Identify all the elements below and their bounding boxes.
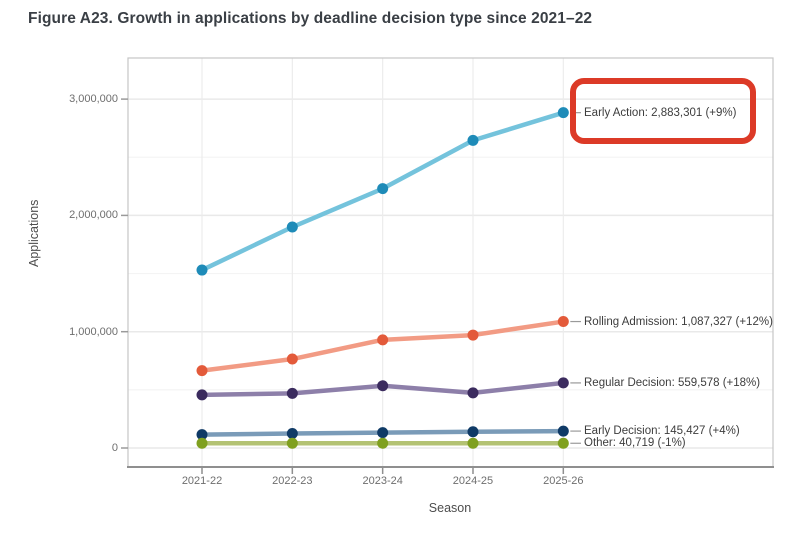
y-axis-title: Applications (27, 199, 41, 267)
series-label-regular-decision: Regular Decision: 559,578 (+18%) (584, 376, 761, 389)
data-point-early-action (557, 107, 569, 119)
x-tick-label: 2023-24 (362, 475, 403, 487)
data-point-regular-decision (467, 387, 479, 399)
x-tick-label: 2021-22 (181, 475, 223, 487)
data-point-regular-decision (196, 389, 208, 401)
data-point-other (557, 437, 569, 449)
y-tick-label: 3,000,000 (69, 93, 118, 106)
data-point-early-decision (377, 427, 389, 439)
data-point-early-decision (467, 426, 479, 438)
figure-title: Figure A23. Growth in applications by de… (28, 10, 593, 27)
data-point-rolling-admission (196, 365, 208, 377)
y-tick-label: 2,000,000 (69, 209, 118, 222)
x-tick-label: 2022-23 (272, 475, 313, 487)
x-axis-title: Season (428, 501, 472, 515)
data-point-early-action (286, 221, 298, 233)
data-point-other (377, 437, 389, 449)
series-label-rolling-admission: Rolling Admission: 1,087,327 (+12%) (584, 315, 773, 328)
data-point-other (467, 437, 479, 449)
data-point-early-action (467, 134, 479, 146)
data-point-regular-decision (377, 380, 389, 392)
data-point-early-action (377, 183, 389, 195)
data-point-early-decision (557, 425, 569, 437)
data-point-rolling-admission (377, 334, 389, 346)
highlight-box (570, 78, 756, 144)
data-point-early-decision (286, 427, 298, 439)
data-point-early-action (196, 264, 208, 276)
data-point-rolling-admission (286, 353, 298, 365)
data-point-early-decision (196, 429, 208, 441)
series-label-early-action: Early Action: 2,883,301 (+9%) (584, 106, 737, 119)
series-label-early-decision: Early Decision: 145,427 (+4%) (584, 425, 740, 438)
series-label-other: Other: 40,719 (-1%) (584, 437, 686, 450)
x-tick-label: 2024-25 (452, 475, 494, 487)
data-point-other (286, 437, 298, 449)
data-point-regular-decision (286, 387, 298, 399)
data-point-other (196, 437, 208, 449)
data-point-rolling-admission (467, 329, 479, 341)
y-tick-label: 0 (111, 442, 118, 454)
data-point-regular-decision (557, 377, 569, 389)
x-tick-label: 2025-26 (543, 475, 584, 487)
y-tick-label: 1,000,000 (69, 325, 118, 338)
data-point-rolling-admission (557, 316, 569, 328)
